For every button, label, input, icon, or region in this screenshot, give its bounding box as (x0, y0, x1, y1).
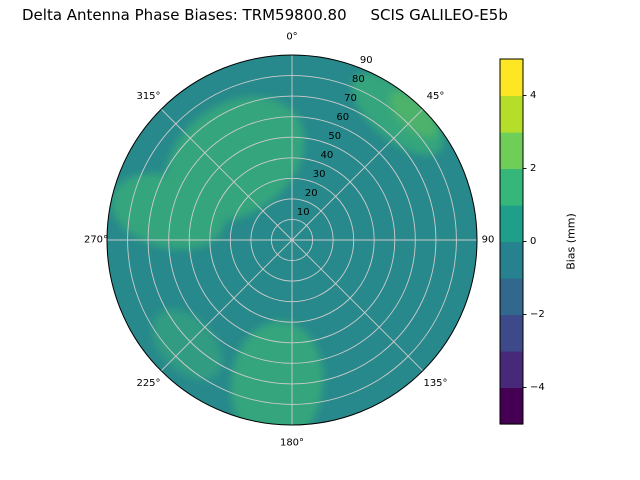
angular-tick-label: 135° (423, 378, 447, 389)
radial-tick-label: 70 (344, 93, 357, 104)
angular-tick-labels: 0° 45° 90 135° 180° 225° 270° 315° (84, 32, 494, 449)
radial-tick-label: 10 (297, 207, 310, 218)
radial-tick-labels: 10 20 30 40 50 60 70 80 90 (297, 55, 373, 218)
polar-boundary (106, 54, 478, 426)
colorbar-segment (500, 132, 523, 170)
colorbar-segment (500, 95, 523, 133)
radial-tick-label: 60 (336, 112, 349, 123)
angular-tick-label: 180° (280, 438, 304, 449)
angular-tick-label: 90 (482, 235, 495, 246)
contour-region (111, 173, 225, 250)
colorbar-segment (500, 241, 523, 279)
angular-tick-label: 270° (84, 235, 108, 246)
angular-tick-label: 45° (427, 91, 445, 102)
colorbar-segment (500, 59, 523, 97)
radial-tick-label: 50 (328, 131, 341, 142)
colorbar-tick-label: −4 (530, 382, 545, 393)
polar-grid (107, 55, 477, 425)
angular-tick-label: 315° (136, 91, 160, 102)
angular-tick-label: 225° (136, 378, 160, 389)
colorbar-tick-label: 0 (530, 236, 536, 247)
colorbar-tick-label: 2 (530, 163, 536, 174)
radial-tick-label: 80 (352, 74, 365, 85)
colorbar-tick-label: 4 (530, 90, 536, 101)
radial-tick-label: 90 (360, 55, 373, 66)
polar-field (107, 55, 477, 425)
contour-region (389, 91, 438, 138)
colorbar-segment (500, 351, 523, 389)
colorbar-segment (500, 168, 523, 206)
radial-tick-label: 30 (313, 169, 326, 180)
colorbar: 4 2 0 −2 −4 Bias (mm) (499, 58, 578, 425)
colorbar-segment (500, 205, 523, 243)
angular-tick-label: 0° (286, 32, 297, 43)
colorbar-segment (500, 387, 523, 425)
radial-tick-label: 20 (305, 188, 318, 199)
colorbar-segment (500, 314, 523, 352)
radial-tick-label: 40 (321, 150, 334, 161)
chart-title: Delta Antenna Phase Biases: TRM59800.80 … (22, 6, 508, 24)
colorbar-tick-label: −2 (530, 309, 545, 320)
colorbar-segment (500, 278, 523, 316)
colorbar-axis-label: Bias (mm) (565, 213, 578, 270)
